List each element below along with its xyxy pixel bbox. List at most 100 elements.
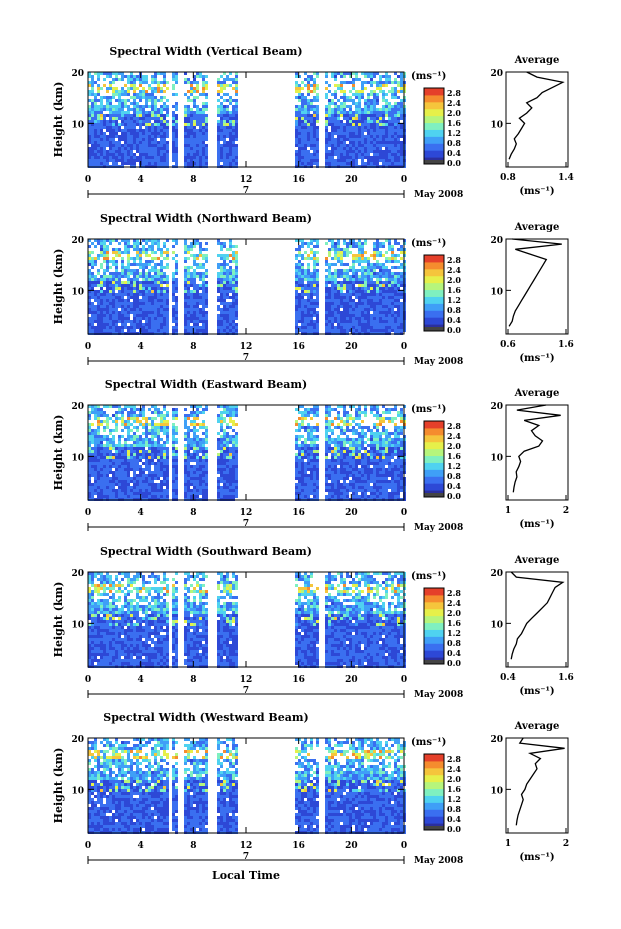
heatmap-cell (199, 159, 202, 162)
heatmap-cell (226, 129, 229, 132)
heatmap-cell (193, 105, 196, 108)
heatmap-cell (316, 305, 319, 308)
heatmap-cell (127, 162, 130, 165)
heatmap-cell (301, 287, 304, 290)
heatmap-cell (367, 72, 370, 75)
heatmap-cell (355, 114, 358, 117)
heatmap-cell (136, 75, 139, 78)
heatmap-cell (355, 260, 358, 263)
heatmap-cell (106, 129, 109, 132)
heatmap-cell (142, 141, 145, 144)
heatmap-cell (340, 320, 343, 323)
heatmap-cell (124, 323, 127, 326)
heatmap-cell (355, 323, 358, 326)
heatmap-cell (88, 75, 91, 78)
heatmap-cell (388, 111, 391, 114)
heatmap-cell (217, 144, 220, 147)
heatmap-cell (373, 323, 376, 326)
heatmap-cell (367, 147, 370, 150)
heatmap-cell (400, 90, 403, 93)
heatmap-cell (328, 162, 331, 165)
heatmap-cell (232, 311, 235, 314)
heatmap-cell (112, 483, 115, 486)
heatmap-cell (166, 311, 169, 314)
heatmap-cell (109, 453, 112, 456)
heatmap-cell (370, 78, 373, 81)
heatmap-cell (367, 114, 370, 117)
heatmap-cell (106, 102, 109, 105)
heatmap-cell (220, 293, 223, 296)
heatmap-cell (112, 477, 115, 480)
heatmap-cell (160, 108, 163, 111)
heatmap-cell (334, 284, 337, 287)
heatmap-cell (343, 96, 346, 99)
heatmap-cell (307, 245, 310, 248)
heatmap-cell (328, 153, 331, 156)
heatmap-cell (388, 108, 391, 111)
heatmap-cell (91, 323, 94, 326)
heatmap-cell (367, 272, 370, 275)
heatmap-cell (310, 75, 313, 78)
heatmap-cell (103, 299, 106, 302)
heatmap-cell (361, 153, 364, 156)
colorbar-tick-label: 0.4 (447, 315, 461, 325)
heatmap-cell (97, 78, 100, 81)
heatmap-cell (121, 474, 124, 477)
heatmap-cell (115, 156, 118, 159)
heatmap-cell (346, 159, 349, 162)
heatmap-cell (229, 138, 232, 141)
heatmap-cell (97, 311, 100, 314)
heatmap-cell (295, 120, 298, 123)
heatmap-cell (358, 147, 361, 150)
heatmap-cell (337, 269, 340, 272)
heatmap-cell (163, 132, 166, 135)
heatmap-cell (340, 114, 343, 117)
heatmap-cell (136, 293, 139, 296)
heatmap-cell (112, 162, 115, 165)
colorbar-tick-label: 2.4 (447, 265, 461, 275)
heatmap-cell (109, 135, 112, 138)
heatmap-cell (151, 135, 154, 138)
heatmap-cell (172, 132, 175, 135)
heatmap-cell (112, 147, 115, 150)
heatmap-cell (136, 120, 139, 123)
heatmap-cell (91, 99, 94, 102)
heatmap-cell (394, 272, 397, 275)
heatmap-cell (91, 423, 94, 426)
heatmap-cell (154, 314, 157, 317)
heatmap-cell (112, 81, 115, 84)
heatmap-cell (175, 141, 178, 144)
heatmap-cell (103, 275, 106, 278)
heatmap-cell (202, 299, 205, 302)
heatmap-cell (397, 308, 400, 311)
heatmap-cell (100, 111, 103, 114)
heatmap-cell (196, 299, 199, 302)
heatmap-cell (331, 290, 334, 293)
heatmap-cell (397, 287, 400, 290)
heatmap-cell (376, 296, 379, 299)
heatmap-cell (400, 323, 403, 326)
heatmap-cell (118, 90, 121, 93)
heatmap-cell (157, 117, 160, 120)
heatmap-cell (172, 153, 175, 156)
heatmap-cell (148, 254, 151, 257)
heatmap-cell (175, 123, 178, 126)
heatmap-cell (205, 260, 208, 263)
heatmap-cell (385, 320, 388, 323)
heatmap-cell (103, 269, 106, 272)
heatmap-cell (298, 135, 301, 138)
heatmap-cell (91, 141, 94, 144)
heatmap-cell (373, 156, 376, 159)
heatmap-cell (367, 159, 370, 162)
heatmap-cell (400, 114, 403, 117)
heatmap-cell (127, 329, 130, 332)
heatmap-cell (184, 72, 187, 75)
heatmap-cell (316, 135, 319, 138)
heatmap-cell (226, 248, 229, 251)
heatmap-cell (199, 72, 202, 75)
heatmap-cell (307, 257, 310, 260)
heatmap-cell (136, 239, 139, 242)
heatmap-cell (139, 111, 142, 114)
heatmap-cell (391, 251, 394, 254)
heatmap-cell (379, 272, 382, 275)
